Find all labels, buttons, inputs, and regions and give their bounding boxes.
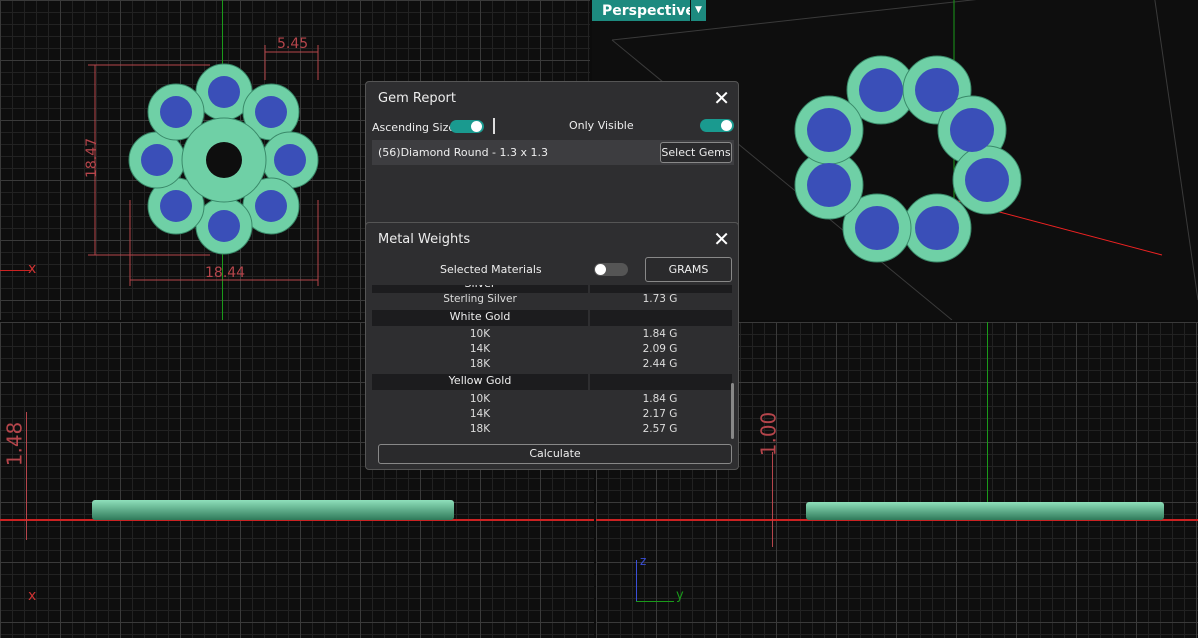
- gizmo-label-y: y: [676, 588, 684, 603]
- dimension-height: 18.47: [84, 137, 101, 179]
- table-row: 18K 2.44 G: [469, 358, 678, 370]
- close-icon[interactable]: ✕: [713, 227, 730, 251]
- calculate-button[interactable]: Calculate: [378, 444, 732, 464]
- table-group-header: White Gold: [372, 310, 732, 326]
- ascending-size-label: Ascending Size: [372, 121, 456, 134]
- pendant-perspective-view: [611, 0, 1198, 320]
- divider: [493, 118, 495, 134]
- dimension-thickness: 1.48: [2, 421, 27, 467]
- dimension-width: 18.44: [205, 265, 246, 281]
- ascending-size-toggle[interactable]: [450, 120, 484, 133]
- pendant-side-profile: [806, 502, 1164, 520]
- table-row: 10K 1.84 G: [469, 328, 678, 340]
- table-row: 14K 2.17 G: [469, 408, 678, 420]
- table-group-header: Silver: [372, 285, 732, 293]
- gem-report-title: Gem Report: [378, 91, 456, 106]
- table-scrollbar[interactable]: [731, 383, 734, 439]
- x-axis-line: [0, 519, 594, 521]
- pendant-top-view: [88, 45, 319, 286]
- gizmo-y-line: [636, 601, 674, 602]
- table-row: 10K 1.84 G: [469, 393, 678, 405]
- dimension-line: [772, 452, 773, 547]
- only-visible-label: Only Visible: [569, 119, 634, 132]
- y-axis-line: [596, 519, 1198, 521]
- gizmo-z-line: [636, 560, 637, 602]
- table-row: 18K 2.57 G: [469, 423, 678, 435]
- units-button[interactable]: GRAMS: [645, 257, 732, 282]
- only-visible-toggle[interactable]: [700, 119, 734, 132]
- z-axis-line: [987, 322, 988, 519]
- table-row: Sterling Silver 1.73 G: [443, 293, 678, 305]
- table-group-header: Yellow Gold: [372, 374, 732, 390]
- metal-weights-title: Metal Weights: [378, 232, 471, 247]
- gem-name: (56)Diamond Round - 1.3 x 1.3: [378, 146, 549, 159]
- x-axis-line: [0, 270, 30, 271]
- dimension-line: [26, 412, 27, 540]
- table-row: 14K 2.09 G: [469, 343, 678, 355]
- gizmo-label-z: z: [640, 554, 647, 568]
- dimension-width-small: 5.45: [277, 36, 309, 52]
- selected-materials-label: Selected Materials: [440, 263, 542, 276]
- triangle-down-icon[interactable]: ▼: [690, 0, 706, 21]
- pendant-front-profile: [92, 500, 454, 520]
- select-gems-button[interactable]: Select Gems: [660, 142, 732, 163]
- selected-materials-toggle[interactable]: [594, 263, 628, 276]
- gem-list-item[interactable]: (56)Diamond Round - 1.3 x 1.3 Select Gem…: [372, 140, 734, 165]
- dimension-thickness: 1.00: [756, 411, 781, 457]
- axis-label-x: x: [28, 588, 37, 604]
- perspective-view-tab[interactable]: Perspective: [592, 0, 705, 21]
- close-icon[interactable]: ✕: [713, 86, 730, 110]
- axis-label-x: x: [28, 261, 37, 277]
- metal-weights-panel: Metal Weights ✕ Selected Materials GRAMS…: [365, 222, 739, 470]
